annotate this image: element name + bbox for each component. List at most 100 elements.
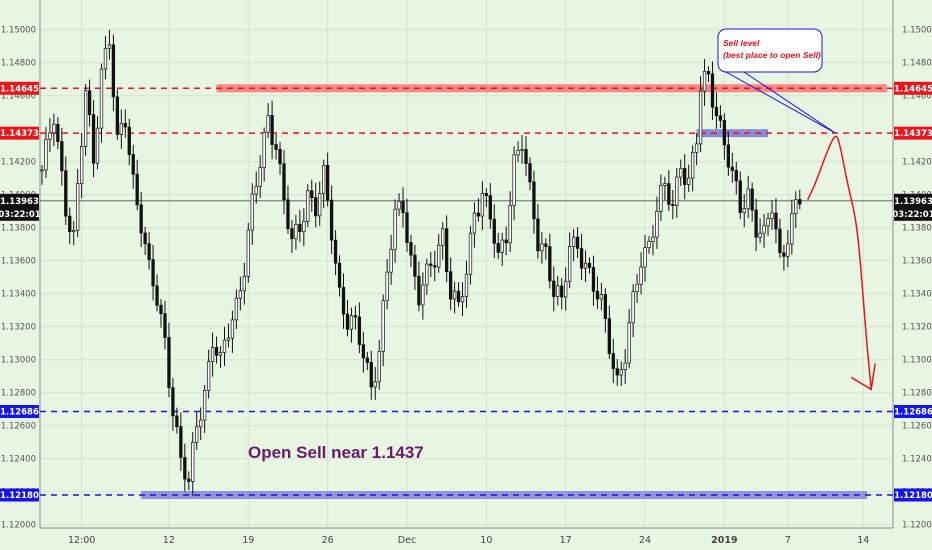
candle (413, 244, 417, 291)
candle-body (381, 300, 385, 352)
y-tick-label-right: 1.12400 (902, 455, 932, 465)
candle (667, 170, 671, 212)
level-label-box (0, 81, 39, 95)
candle (131, 144, 135, 189)
candle (445, 215, 449, 283)
candle-body (341, 286, 346, 315)
candle-body (115, 96, 120, 135)
candle (226, 323, 231, 348)
y-tick-label-right: 1.14600 (902, 92, 932, 102)
candle (242, 262, 246, 305)
candle (333, 229, 338, 276)
callout-pointer (743, 71, 836, 134)
candle (353, 305, 358, 330)
candle (746, 175, 750, 219)
level-label-text: 1.12686 (0, 408, 39, 418)
level-label-left: 1.12180 (0, 488, 39, 502)
candle (698, 76, 703, 153)
level-label-right: 1.12686 (894, 405, 932, 419)
candle-body (337, 262, 342, 288)
candle (183, 443, 187, 492)
level-label-box (894, 81, 932, 95)
candle-body (564, 280, 568, 298)
candle-body (393, 208, 397, 250)
candle (635, 273, 639, 303)
candle (214, 336, 219, 364)
y-tick-label-left: 1.13400 (1, 290, 36, 300)
candle-body (476, 212, 481, 217)
level-label-text: 1.14373 (894, 129, 932, 139)
candle (706, 66, 711, 83)
candle (250, 183, 254, 245)
candle-body (698, 90, 703, 145)
candle-body (139, 204, 143, 234)
candle-body (762, 225, 766, 234)
y-tick-label-left: 1.12400 (1, 455, 36, 465)
candle-body (210, 347, 215, 363)
candle-body (310, 190, 314, 198)
candle-body (520, 149, 524, 151)
candle-body (226, 337, 231, 341)
candle-body (651, 236, 655, 242)
y-tick-label-right: 1.14800 (902, 59, 932, 69)
candle-body (191, 441, 195, 482)
candle-body (230, 319, 235, 339)
candle-body (202, 390, 207, 421)
candle-body (639, 266, 643, 285)
candle-body (758, 232, 762, 238)
candle (639, 252, 643, 295)
candle (270, 100, 274, 160)
candle (655, 196, 659, 249)
candle (766, 212, 770, 236)
level-label-text: 1.14645 (894, 84, 932, 94)
candle-body (667, 183, 671, 205)
candle (175, 407, 179, 434)
candle-body (722, 120, 727, 146)
candle-body (345, 313, 350, 330)
forecast-arrowhead (850, 363, 876, 391)
candle (167, 322, 171, 398)
candle (381, 294, 385, 367)
candle-body (429, 263, 433, 266)
candle-body (369, 362, 373, 388)
candle-body (619, 369, 623, 376)
candle-body (159, 304, 163, 315)
candle-body (282, 163, 286, 201)
level-label-text: 1.12180 (0, 491, 39, 501)
candle (314, 182, 318, 228)
candle (349, 307, 354, 343)
candle (206, 349, 211, 399)
candle-body (385, 271, 389, 302)
candle-body (552, 280, 556, 297)
candle (575, 227, 580, 258)
level-label-box (894, 126, 932, 140)
candle-body (532, 181, 536, 220)
y-tick-label-left: 1.15000 (1, 26, 36, 36)
candle (278, 142, 282, 175)
candle (524, 136, 528, 177)
candle-body (389, 249, 393, 273)
candle (325, 152, 330, 207)
current-price-box (0, 193, 39, 221)
candle (262, 127, 266, 182)
candle-body (167, 337, 171, 389)
candle-body (790, 213, 794, 245)
y-tick-label-right: 1.14200 (902, 158, 932, 168)
candle-body (714, 106, 719, 117)
candle (322, 159, 326, 209)
candle (80, 133, 84, 199)
candle-body (357, 316, 362, 346)
candle (619, 361, 623, 386)
candle (230, 310, 235, 353)
candle-body (68, 215, 72, 233)
candle-body (278, 149, 282, 165)
candle (607, 305, 611, 359)
candle (87, 79, 92, 127)
candle (99, 63, 104, 143)
y-tick-label-left: 1.12000 (1, 521, 36, 531)
candle-body (480, 193, 485, 217)
candle-body (647, 241, 651, 249)
candle (627, 308, 631, 369)
candle-body (44, 138, 48, 171)
